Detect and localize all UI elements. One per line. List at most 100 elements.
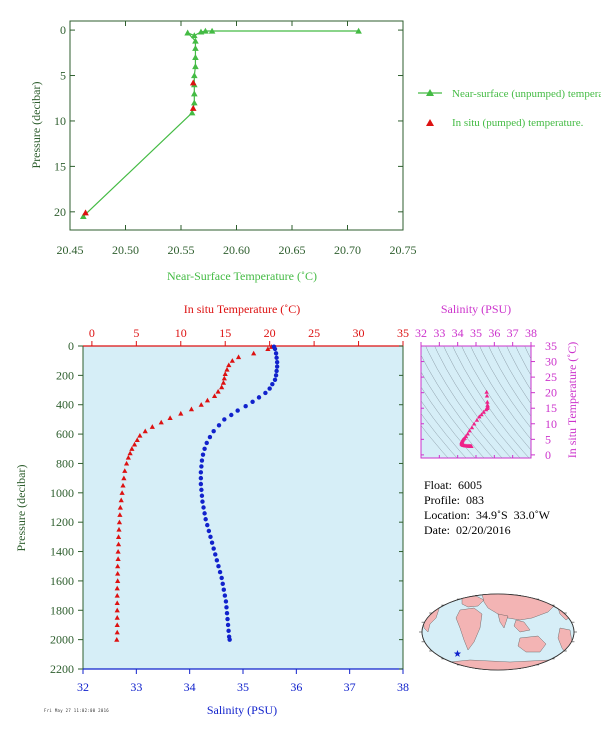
profile-salinity-tick-label: 32 (77, 680, 89, 694)
temperature-point (221, 375, 227, 381)
ts-salinity-tick-label: 33 (433, 326, 445, 340)
ts-point (484, 389, 489, 394)
profile-salinity-tick-label: 34 (184, 680, 196, 694)
ts-temp-tick-label: 10 (545, 417, 557, 431)
near-surface-unpumped-point (191, 99, 198, 106)
temperature-point (251, 350, 257, 356)
ts-top-xlabel: Salinity (PSU) (441, 302, 511, 316)
temperature-point (215, 388, 221, 394)
profile-pressure-tick-label: 600 (56, 427, 74, 441)
near-surface-unpumped-point (192, 54, 199, 60)
salinity-point (198, 475, 204, 481)
salinity-point (213, 552, 218, 557)
salinity-point (199, 487, 204, 493)
ts-density-contours (421, 346, 531, 458)
temperature-point (117, 512, 123, 517)
ts-density-contour (479, 346, 531, 429)
near-surface-xtick-label: 20.50 (112, 243, 139, 257)
ts-salinity-tick-label: 36 (488, 326, 500, 340)
temperature-point (114, 600, 120, 606)
salinity-point (274, 359, 280, 365)
profile-salinity-tick-label: 37 (344, 680, 356, 694)
temperature-point (116, 526, 122, 532)
temperature-point (127, 450, 133, 456)
temperature-point (229, 358, 235, 363)
ts-density-contour (497, 346, 531, 405)
near-surface-ticks: 20.45 20.50 20.55 20.60 20.65 20.70 20.75 0 5 10 1… (54, 21, 417, 257)
salinity-point (273, 351, 279, 356)
salinity-point (225, 622, 231, 628)
profile-temp-tick-label: 20 (264, 326, 276, 340)
salinity-point (216, 423, 222, 428)
legend-label-pumped: In situ (pumped) temperature. (452, 117, 584, 129)
profile-temp-tick-label: 15 (219, 326, 231, 340)
near-surface-pumped-point (189, 79, 197, 86)
ts-point (485, 399, 490, 404)
world-map (419, 593, 577, 671)
profile-salinity-tick-label: 33 (130, 680, 142, 694)
salinity-point (211, 546, 216, 551)
ts-salinity-tick-label: 38 (525, 326, 537, 340)
salinity-point (270, 381, 275, 387)
land-europe (461, 595, 485, 608)
temperature-point (131, 441, 138, 447)
ts-density-contour (470, 346, 531, 440)
salinity-point (217, 569, 223, 575)
temperature-point (118, 497, 124, 503)
salinity-point (198, 481, 204, 487)
temperature-point (204, 397, 211, 403)
profile-temp-tick-label: 30 (353, 326, 365, 340)
map-land (422, 594, 574, 670)
temperature-point (224, 366, 230, 372)
ts-temp-tick-label: 25 (545, 370, 557, 384)
salinity-point (201, 505, 206, 510)
ts-salinity-tick-label: 34 (452, 326, 464, 340)
legend-marker-unpumped (426, 89, 434, 96)
temperature-point (120, 482, 126, 488)
profile-temp-tick-label: 0 (89, 326, 95, 340)
ts-salinity-tick-label: 35 (470, 326, 482, 340)
profile-pressure-tick-label: 2000 (50, 633, 74, 647)
profile-pressure-tick-label: 400 (56, 398, 74, 412)
salinity-point (199, 464, 204, 469)
temperature-point (198, 402, 204, 407)
temperature-point (134, 437, 140, 443)
near-surface-unpumped-point (192, 44, 199, 51)
near-surface-unpumped-point (355, 27, 362, 34)
salinity-point (243, 403, 248, 409)
profile-salinity-tick-label: 36 (290, 680, 302, 694)
temperature-point (114, 622, 120, 628)
near-surface-unpumped-point (184, 29, 191, 36)
map-graticule-ticks (419, 594, 577, 670)
timestamp-stamp: Fri May 27 11:02:00 2016 (44, 708, 109, 713)
near-surface-legend: Near-surface (unpumped) temperature. In … (418, 88, 601, 129)
salinity-point (224, 605, 229, 610)
profile-salinity-tick-label: 38 (397, 680, 409, 694)
temperature-point (115, 534, 122, 539)
ts-density-contour (452, 346, 530, 458)
profile-marks (114, 344, 280, 642)
salinity-point (221, 587, 226, 592)
salinity-point (203, 517, 208, 522)
ts-density-contour (443, 346, 521, 458)
near-surface-ytick-label: 15 (54, 159, 66, 173)
temperature-point (119, 490, 125, 495)
temperature-point (115, 563, 121, 569)
ts-density-contour (421, 413, 458, 458)
salinity-point (229, 412, 234, 418)
salinity-point (216, 564, 221, 569)
ts-point (469, 443, 474, 448)
ts-right-ylabel: In situ Temperature (˚C) (565, 342, 579, 459)
near-surface-ytick-label: 10 (54, 114, 66, 128)
temperature-point (115, 578, 121, 583)
near-surface-unpumped-point (192, 37, 199, 44)
near-surface-xtick-label: 20.65 (279, 243, 306, 257)
salinity-point (205, 522, 210, 528)
profile-temp-tick-label: 35 (397, 326, 409, 340)
profile-pressure-tick-label: 1000 (50, 486, 74, 500)
near-surface-xtick-label: 20.75 (390, 243, 417, 257)
temperature-point (114, 615, 120, 620)
temperature-point (226, 362, 232, 368)
near-surface-unpumped-point (208, 27, 216, 34)
